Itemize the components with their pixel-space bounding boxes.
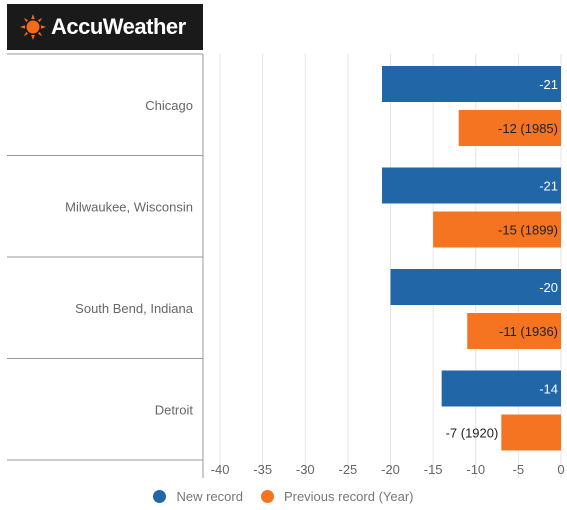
- chart-legend: New record Previous record (Year): [0, 486, 567, 506]
- data-label: -7 (1920): [446, 426, 499, 441]
- data-label: -21: [539, 77, 558, 92]
- brand-name: AccuWeather: [51, 14, 186, 39]
- legend-label-new-record: New record: [176, 488, 243, 504]
- x-tick-label: -35: [253, 462, 272, 477]
- x-tick-label: -15: [424, 462, 443, 477]
- x-tick-label: -30: [296, 462, 315, 477]
- legend-item-new-record[interactable]: New record: [153, 488, 243, 504]
- legend-marker-new-record: [153, 489, 167, 503]
- bar-chart: -40 -35 -30 -25 -20 -15 -10 -5 0 Chicago Milwaukee…: [7, 53, 565, 478]
- bar-previous-record: [501, 414, 561, 451]
- category-label: Detroit: [155, 402, 194, 417]
- data-label: -20: [539, 280, 558, 295]
- category-label: Milwaukee, Wisconsin: [65, 199, 193, 214]
- category-label: South Bend, Indiana: [75, 301, 194, 316]
- legend-label-previous-record: Previous record (Year): [283, 488, 414, 504]
- data-label: -15 (1899): [498, 223, 558, 238]
- x-tick-label: -20: [381, 462, 400, 477]
- bar-previous-record: [467, 313, 561, 349]
- bar-previous-record: [433, 211, 561, 248]
- bar-new-record: [441, 370, 561, 407]
- legend-marker-previous-record: [260, 489, 274, 503]
- sun-icon: [20, 14, 46, 40]
- x-tick-label: -10: [466, 462, 485, 477]
- accuweather-logo: AccuWeather: [7, 4, 203, 50]
- bar-new-record: [382, 66, 561, 102]
- data-label: -14: [539, 382, 558, 397]
- category-label: Chicago: [145, 98, 193, 113]
- bar-new-record: [390, 269, 561, 305]
- bar-previous-record: [458, 110, 561, 146]
- x-tick-label: -40: [211, 462, 230, 477]
- x-tick-label: 0: [557, 462, 564, 477]
- x-tick-label: -25: [339, 462, 358, 477]
- data-label: -11 (1936): [499, 324, 558, 339]
- data-label: -21: [539, 179, 558, 194]
- x-tick-label: -5: [513, 462, 525, 477]
- data-label: -12 (1985): [498, 121, 558, 136]
- bar-new-record: [382, 167, 561, 204]
- legend-item-previous-record[interactable]: Previous record (Year): [260, 488, 414, 504]
